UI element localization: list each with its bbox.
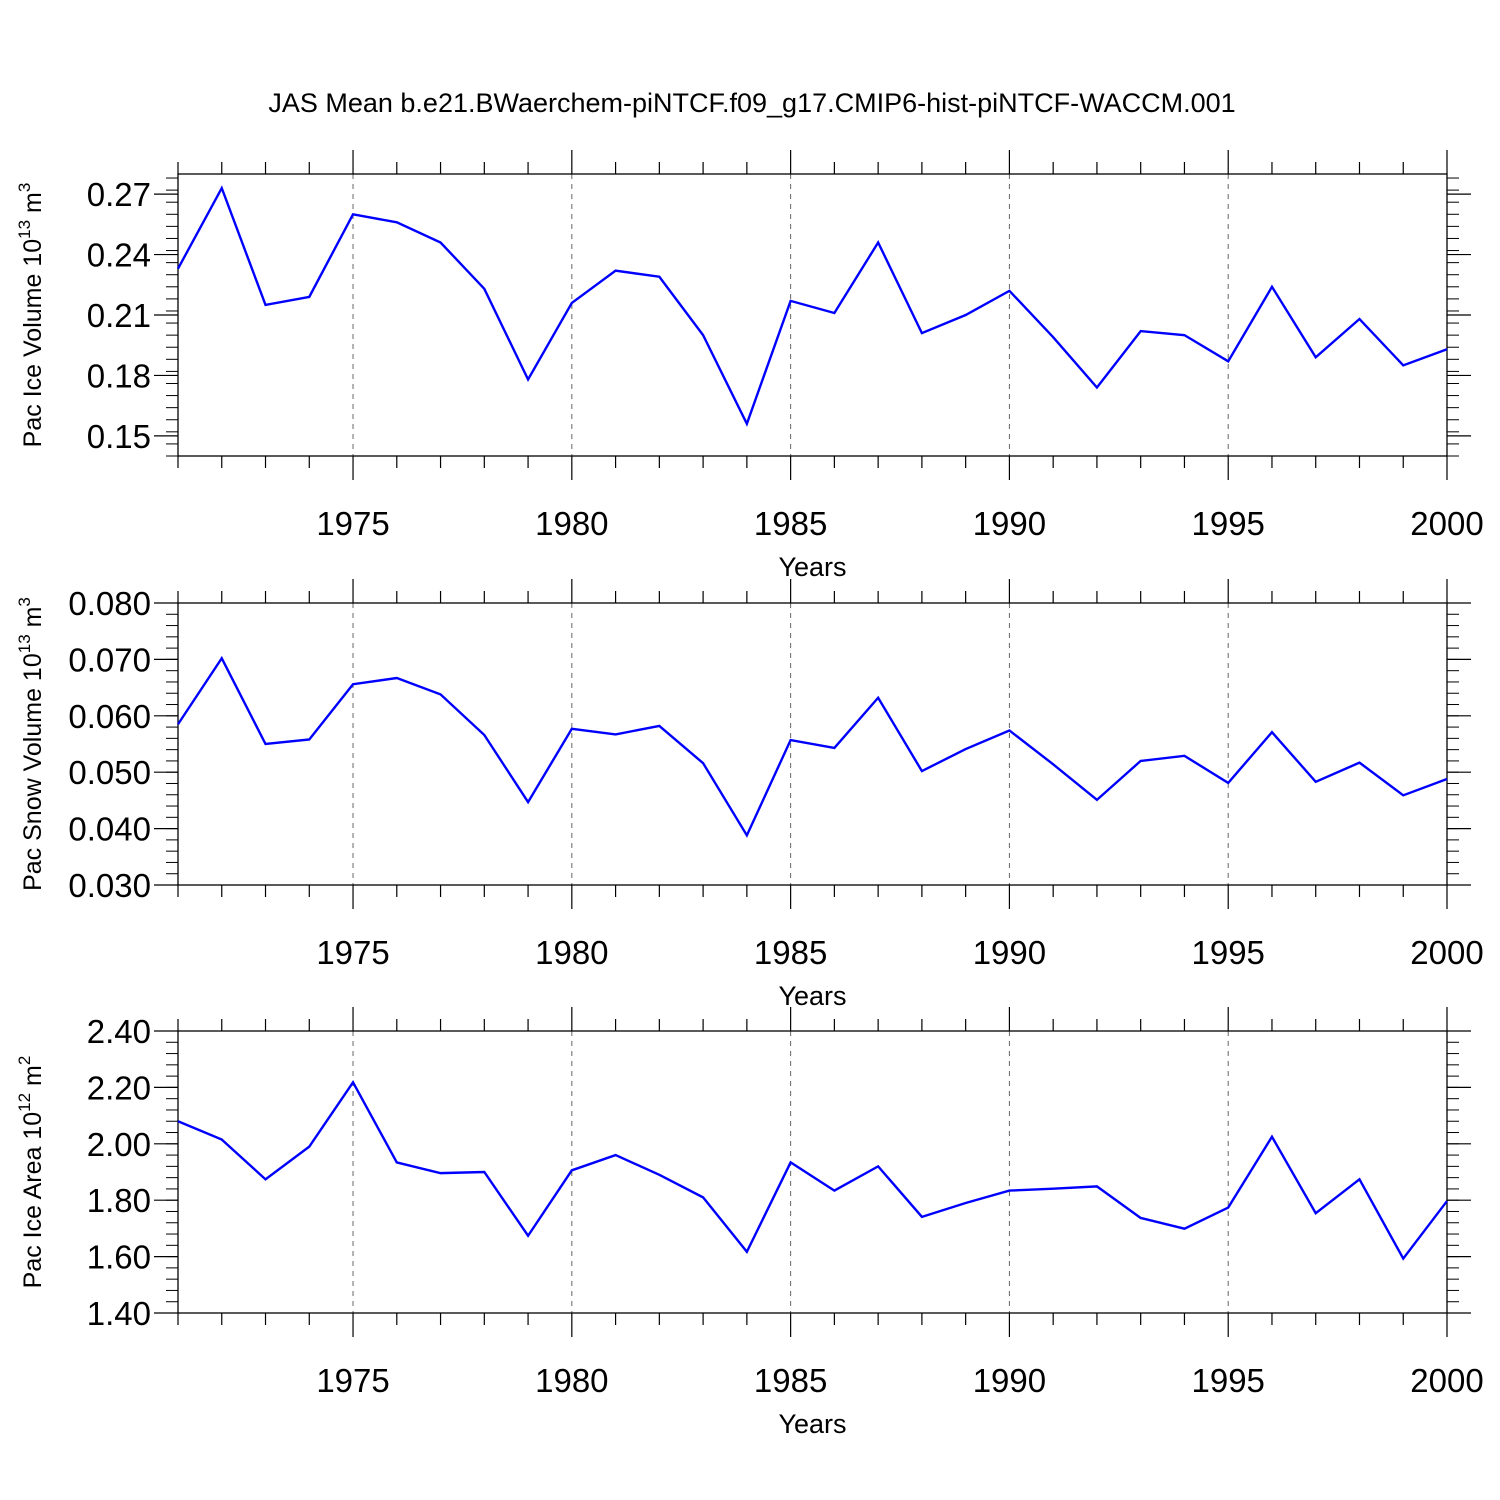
y-tick-label: 0.030 [68,867,151,904]
y-axis-label-superscript: 3 [15,183,34,192]
x-tick-label: 1985 [754,934,827,971]
y-axis-label-superscript: 2 [15,1056,34,1065]
series-line [177,1080,1448,1261]
chart-panel-2: 0.030 0.040 0.050 0.060 0.070 0.080 1975 1980 19… [15,579,1484,1011]
y-tick-label: 1.60 [87,1239,151,1276]
x-tick-label: 1975 [316,934,389,971]
x-tick-label: 1975 [316,505,389,542]
y-axis-label-superscript: 13 [15,634,34,653]
x-tick-label: 1980 [535,934,608,971]
chart-panels: 0.15 0.18 0.21 0.24 0.27 1975 1980 1985 1990 1995… [15,150,1484,1439]
y-axis-label-part: m [19,607,47,635]
x-tick-label: 2000 [1410,934,1483,971]
x-tick-label: 2000 [1410,1362,1483,1399]
x-tick-label: 2000 [1410,505,1483,542]
y-tick-label: 0.27 [87,176,151,213]
y-tick-label: 0.070 [68,641,151,678]
x-axis-label: Years [778,552,846,582]
y-axis-label-part: Pac Snow Volume 10 [19,653,47,891]
x-tick-label: 1985 [754,1362,827,1399]
plot-frame [177,1030,1448,1314]
series-line [176,655,1448,838]
x-axis-label: Years [778,1409,846,1439]
y-axis-label: Pac Ice Area 1012 m2 [15,1056,47,1289]
y-tick-label: 2.40 [87,1013,151,1050]
y-tick-label: 1.40 [87,1295,151,1332]
y-axis-label: Pac Snow Volume 1013 m3 [15,597,47,891]
y-axis-label-superscript: 3 [15,597,34,606]
x-tick-label: 1985 [754,505,827,542]
y-tick-label: 0.050 [68,754,151,791]
y-tick-label: 0.18 [87,357,151,394]
y-tick-label: 0.15 [87,418,151,455]
x-tick-label: 1975 [316,1362,389,1399]
y-axis-label-part: m [19,192,47,220]
y-tick-label: 0.21 [87,297,151,334]
x-tick-label: 1995 [1191,1362,1264,1399]
y-tick-label: 2.00 [87,1126,151,1163]
y-tick-label: 1.80 [87,1182,151,1219]
y-axis-label: Pac Ice Volume 1013 m3 [15,183,47,448]
chart-panel-3: 1.40 1.60 1.80 2.00 2.20 2.40 1975 1980 1985 1990… [15,1007,1484,1439]
y-axis-label-part: m [19,1065,47,1093]
y-axis-label-superscript: 13 [15,220,34,239]
x-tick-label: 1995 [1191,505,1264,542]
x-tick-label: 1990 [973,505,1046,542]
y-axis-label-part: Pac Ice Area 10 [19,1112,47,1289]
plot-frame [177,602,1448,886]
y-axis-label-part: Pac Ice Volume 10 [19,239,47,447]
y-tick-label: 0.060 [68,698,151,735]
figure-title: JAS Mean b.e21.BWaerchem-piNTCF.f09_g17.… [268,88,1235,118]
x-tick-label: 1980 [535,505,608,542]
y-tick-label: 0.24 [87,237,151,274]
x-tick-label: 1995 [1191,934,1264,971]
series-line [176,185,1448,427]
y-axis-label-superscript: 12 [15,1093,34,1112]
y-tick-label: 2.20 [87,1069,151,1106]
x-tick-label: 1980 [535,1362,608,1399]
y-tick-label: 0.080 [68,585,151,622]
x-axis-label: Years [778,981,846,1011]
x-tick-label: 1990 [973,934,1046,971]
y-tick-label: 0.040 [68,811,151,848]
x-tick-label: 1990 [973,1362,1046,1399]
chart-panel-1: 0.15 0.18 0.21 0.24 0.27 1975 1980 1985 1990 1995… [15,150,1484,582]
